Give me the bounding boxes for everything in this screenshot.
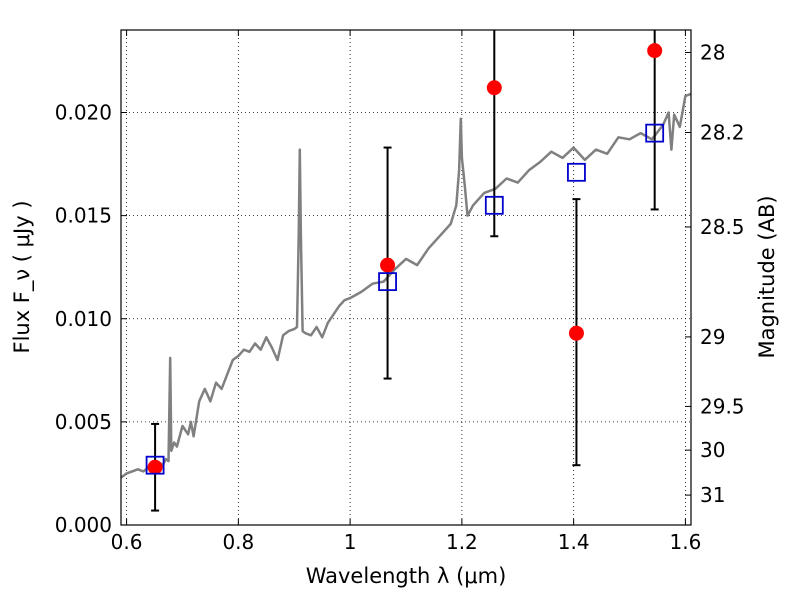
error-bars [151, 30, 659, 512]
x-axis-label: Wavelength λ (μm) [306, 564, 507, 588]
observed-point [486, 80, 502, 96]
model-photometry-point [378, 272, 397, 292]
model-photometry-point [567, 162, 586, 182]
model-photometry-point [645, 123, 665, 143]
mag-tick-label: 28.5 [700, 215, 745, 239]
mag-tick-label: 31 [700, 483, 725, 507]
y-tick-label: 0.015 [55, 204, 112, 228]
grid-lines [121, 30, 691, 525]
mag-tick-label: 29 [700, 325, 725, 349]
mag-tick-label: 28.2 [700, 121, 745, 145]
observed-points [147, 43, 663, 475]
x-tick-label: 0.8 [222, 530, 254, 554]
plot-frame [120, 29, 692, 526]
x-tick-label: 1.6 [670, 530, 702, 554]
observed-point [647, 43, 663, 59]
x-tick-label: 0.6 [111, 530, 143, 554]
y-axis-label: Flux F_ν ( μJy ) [10, 200, 35, 353]
x-axis-ticks: 0.6 0.8 1 1.2 1.4 1.6 [111, 30, 702, 554]
model-spectrum-line [120, 92, 692, 479]
observed-point [147, 459, 163, 475]
x-tick-label: 1.4 [558, 530, 590, 554]
x-tick-label: 1 [344, 530, 357, 554]
magnitude-axis-ticks: 28 28.2 28.5 29 29.5 30 31 [685, 40, 745, 507]
observed-point [568, 325, 584, 341]
x-tick-label: 1.2 [446, 530, 478, 554]
y-tick-label: 0.020 [55, 101, 112, 125]
spectrum-layer [120, 92, 692, 479]
model-photometry-points [145, 123, 665, 475]
y-tick-label: 0.005 [55, 410, 112, 434]
mag-tick-label: 30 [700, 438, 725, 462]
y-tick-label: 0.010 [55, 307, 112, 331]
y-tick-label: 0.000 [55, 513, 112, 537]
mag-tick-label: 28 [700, 40, 725, 64]
y-axis-ticks: 0.000 0.005 0.010 0.015 0.020 [55, 101, 127, 537]
observed-point [380, 257, 396, 273]
model-photometry-point [145, 455, 165, 475]
right-axis-label: Magnitude (AB) [755, 195, 779, 358]
mag-tick-label: 29.5 [700, 394, 745, 418]
model-photometry-point [484, 195, 504, 215]
